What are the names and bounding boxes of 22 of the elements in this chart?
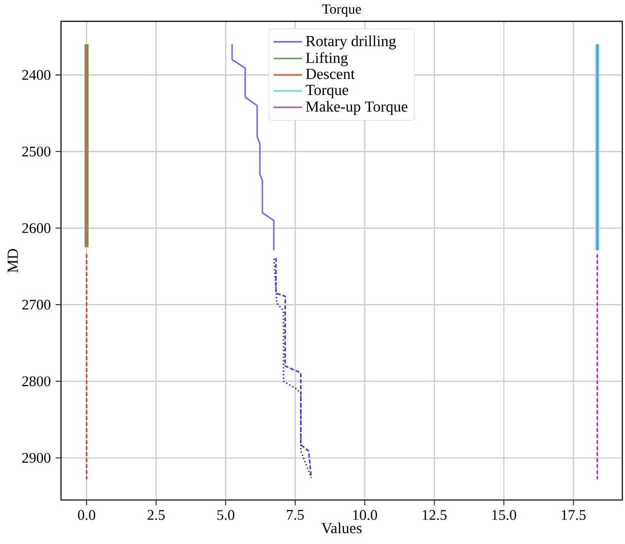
x-tick-label: 2.5: [148, 510, 165, 520]
x-tick-label: 17.5: [562, 510, 586, 520]
x-tick-label: 15.0: [492, 510, 516, 520]
x-tick-label: 7.5: [287, 510, 304, 520]
y-tick-label: 2900: [22, 452, 50, 463]
y-tick-label: 2400: [22, 70, 50, 80]
y-tick-label: 2500: [22, 146, 50, 156]
y-tick-label: 2600: [22, 223, 50, 234]
legend-label: Lifting: [306, 52, 348, 66]
legend-label: Make-up Torque: [306, 100, 408, 115]
chart-title: Torque: [322, 4, 361, 17]
legend-label: Rotary drilling: [306, 35, 396, 50]
x-axis-title: Values: [321, 522, 362, 534]
y-tick-label: 2800: [22, 376, 50, 386]
x-tick-label: 10.0: [353, 510, 378, 520]
x-tick-label: 5.0: [217, 510, 234, 520]
y-axis-title: MD: [8, 248, 18, 273]
legend-label: Descent: [306, 68, 355, 80]
legend-label: Torque: [306, 84, 348, 98]
x-tick-label: 0.0: [78, 510, 96, 520]
x-tick-label: 12.5: [422, 510, 447, 520]
y-tick-label: 2700: [22, 300, 50, 310]
